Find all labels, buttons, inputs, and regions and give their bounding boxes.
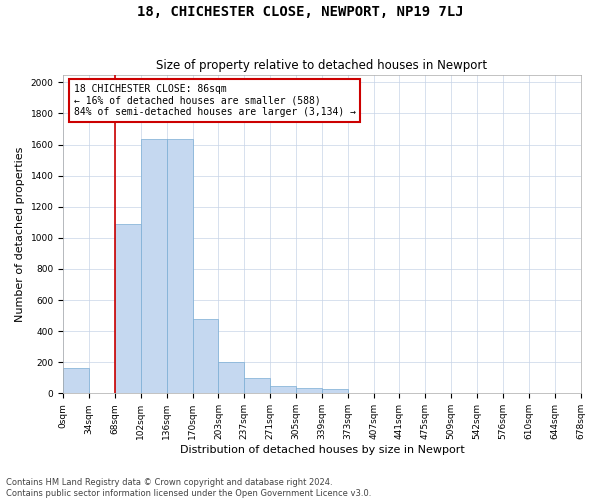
Text: 18, CHICHESTER CLOSE, NEWPORT, NP19 7LJ: 18, CHICHESTER CLOSE, NEWPORT, NP19 7LJ — [137, 5, 463, 19]
Bar — [167, 139, 193, 394]
Bar — [244, 378, 270, 394]
Bar — [270, 386, 296, 394]
Bar — [322, 390, 348, 394]
Text: 18 CHICHESTER CLOSE: 86sqm
← 16% of detached houses are smaller (588)
84% of sem: 18 CHICHESTER CLOSE: 86sqm ← 16% of deta… — [74, 84, 356, 117]
Bar — [63, 368, 89, 394]
Text: Contains HM Land Registry data © Crown copyright and database right 2024.
Contai: Contains HM Land Registry data © Crown c… — [6, 478, 371, 498]
Y-axis label: Number of detached properties: Number of detached properties — [15, 146, 25, 322]
Bar — [296, 388, 322, 394]
X-axis label: Distribution of detached houses by size in Newport: Distribution of detached houses by size … — [179, 445, 464, 455]
Bar — [218, 362, 244, 394]
Bar — [141, 139, 167, 394]
Bar — [115, 224, 141, 394]
Title: Size of property relative to detached houses in Newport: Size of property relative to detached ho… — [157, 59, 487, 72]
Bar — [193, 320, 218, 394]
